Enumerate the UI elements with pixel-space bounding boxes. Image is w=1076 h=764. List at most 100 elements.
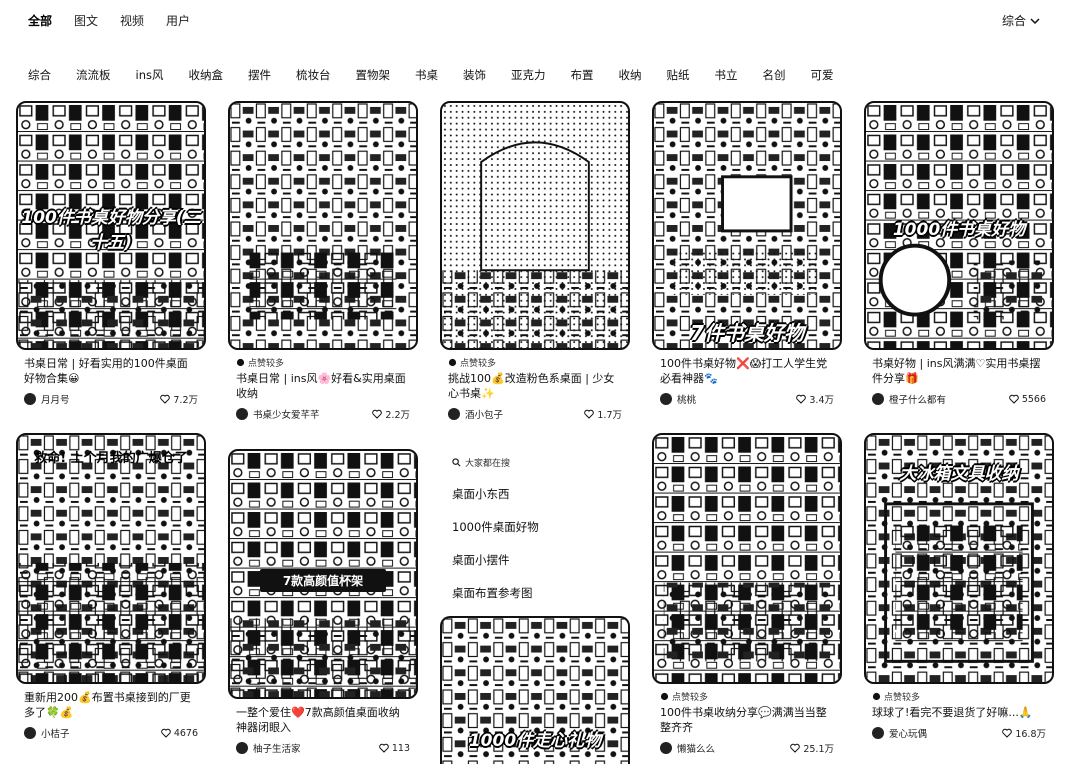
- like-button[interactable]: 2.2万: [372, 407, 410, 421]
- tab-all[interactable]: 全部: [28, 14, 53, 28]
- cover-overlay-title: 7件书桌好物: [690, 321, 804, 345]
- search-icon: [452, 458, 461, 467]
- author[interactable]: 懒猫么么: [660, 741, 715, 755]
- like-button[interactable]: 4676: [161, 728, 198, 739]
- author-name: 书桌少女爱芊芊: [253, 410, 320, 421]
- author-name: 懒猫么么: [677, 744, 716, 755]
- note-card[interactable]: 救命! 上个月我的广爆仓了 重新用200💰布置书桌接到的厂更多了🍀💰 小桔子 4…: [16, 433, 206, 740]
- note-card[interactable]: 7款高颜值杯架 一整个爱住❤️7款高颜值桌面收纳神器闭眼入 柚子生活家 113: [228, 449, 418, 755]
- heart-icon: [379, 743, 389, 753]
- tab-video[interactable]: 视频: [120, 14, 145, 28]
- author[interactable]: 酒小包子: [448, 407, 503, 421]
- avatar: [660, 393, 672, 405]
- avatar: [872, 393, 884, 405]
- note-title: 球球了!看完不要退货了好嘛...🙏: [872, 706, 1033, 719]
- author[interactable]: 桃桃: [660, 392, 696, 406]
- like-button[interactable]: 1.7万: [584, 407, 622, 421]
- like-button[interactable]: 7.2万: [160, 392, 198, 406]
- chip[interactable]: 置物架: [355, 68, 390, 82]
- author[interactable]: 爱心玩偶: [872, 726, 927, 740]
- tab-image-text[interactable]: 图文: [74, 14, 99, 28]
- chip[interactable]: 装饰: [462, 68, 486, 82]
- note-cover-image[interactable]: 7款高颜值杯架: [228, 449, 418, 699]
- trending-query[interactable]: 桌面小东西: [452, 487, 510, 501]
- chip[interactable]: 名创: [762, 68, 786, 82]
- feature-label: 点赞较多: [884, 693, 921, 703]
- author[interactable]: 橙子什么都有: [872, 392, 946, 406]
- note-cover-image[interactable]: 1000件走心礼物: [440, 616, 630, 764]
- note-meta: 爱心玩偶 16.8万: [872, 726, 1046, 740]
- note-card[interactable]: 点赞较多 挑战100💰改造粉色系桌面 | 少女心书桌✨ 酒小包子 1.7万: [440, 101, 630, 421]
- chip[interactable]: 书桌: [414, 68, 438, 82]
- heart-icon: [372, 409, 383, 419]
- author-name: 爱心玩偶: [889, 729, 928, 740]
- chip[interactable]: 流流板: [76, 68, 111, 82]
- note-card[interactable]: 7件书桌好物 100件书桌好物❌😱打工人学生党必看神器🐾 桃桃 3.4万: [652, 101, 842, 406]
- feature-label: 点赞较多: [248, 359, 285, 369]
- note-title: 书桌好物 | ins风满满♡实用书桌摆件分享🎁: [872, 357, 1041, 385]
- note-card[interactable]: 1000件书桌好物 书桌好物 | ins风满满♡实用书桌摆件分享🎁 橙子什么都有…: [864, 101, 1054, 406]
- trending-query[interactable]: 桌面布置参考图: [452, 586, 533, 600]
- fire-icon: [872, 692, 881, 701]
- heart-icon: [1009, 394, 1019, 404]
- like-button[interactable]: 16.8万: [1002, 726, 1046, 740]
- note-title: 书桌日常 | 好看实用的100件桌面好物合集😀: [24, 357, 188, 385]
- like-count: 5566: [1021, 393, 1046, 405]
- chip[interactable]: 布置: [570, 68, 594, 82]
- note-cover-image[interactable]: 大冰箱文具收纳: [864, 433, 1054, 684]
- note-cover-image[interactable]: [228, 101, 418, 350]
- trending-header: 大家都在搜: [452, 456, 632, 469]
- chip[interactable]: 书立: [714, 68, 738, 82]
- like-count: 1.7万: [597, 410, 622, 421]
- feature-label: 点赞较多: [460, 359, 497, 369]
- heart-icon: [161, 728, 171, 738]
- note-card[interactable]: 1000件走心礼物: [440, 616, 630, 764]
- chip[interactable]: 可爱: [810, 68, 834, 82]
- tab-user[interactable]: 用户: [166, 14, 191, 28]
- author[interactable]: 小桔子: [24, 726, 70, 740]
- like-button[interactable]: 5566: [1009, 394, 1046, 405]
- chip[interactable]: 综合: [28, 68, 51, 82]
- author[interactable]: 柚子生活家: [236, 741, 301, 755]
- like-button[interactable]: 25.1万: [790, 741, 834, 755]
- filter-chips: 综合 流流板 ins风 收纳盒 摆件 梳妆台 置物架 书桌 装饰 亚克力 布置 …: [28, 67, 858, 83]
- note-title: 挑战100💰改造粉色系桌面 | 少女心书桌✨: [448, 372, 615, 400]
- avatar: [24, 727, 36, 739]
- like-count: 113: [391, 742, 410, 754]
- chip[interactable]: 收纳盒: [188, 68, 223, 82]
- note-cover-image[interactable]: 1000件书桌好物: [864, 101, 1054, 350]
- author[interactable]: 书桌少女爱芊芊: [236, 407, 320, 421]
- chip[interactable]: 贴纸: [666, 68, 690, 82]
- chip[interactable]: 亚克力: [510, 68, 546, 82]
- note-cover-image[interactable]: [440, 101, 630, 350]
- like-count: 3.4万: [809, 395, 834, 406]
- like-count: 25.1万: [803, 744, 834, 755]
- note-card[interactable]: 点赞较多 书桌日常 | ins风🌸好看&实用桌面收纳 书桌少女爱芊芊 2.2万: [228, 101, 418, 421]
- note-title: 100件书桌收纳分享💬满满当当整整齐齐: [660, 706, 827, 734]
- like-button[interactable]: 3.4万: [796, 392, 834, 406]
- chip[interactable]: 收纳: [618, 68, 642, 82]
- chip[interactable]: 梳妆台: [295, 68, 331, 82]
- note-cover-image[interactable]: 7件书桌好物: [652, 101, 842, 350]
- note-title: 重新用200💰布置书桌接到的厂更多了🍀💰: [24, 691, 191, 719]
- note-cover-image[interactable]: [652, 433, 842, 684]
- note-card[interactable]: 大冰箱文具收纳 点赞较多 球球了!看完不要退货了好嘛...🙏 爱心玩偶 16.8…: [864, 433, 1054, 740]
- note-cover-image[interactable]: 救命! 上个月我的广爆仓了: [16, 433, 206, 684]
- sort-dropdown[interactable]: 综合: [1002, 12, 1040, 29]
- chip[interactable]: 摆件: [247, 68, 271, 82]
- author[interactable]: 月月号: [24, 392, 70, 406]
- fire-icon: [236, 358, 245, 367]
- cover-overlay-title: 救命! 上个月我的广爆仓了: [34, 451, 188, 466]
- note-card[interactable]: 100件书桌好物分享(二十五) 书桌日常 | 好看实用的100件桌面好物合集😀 …: [16, 101, 206, 406]
- heart-icon: [584, 409, 595, 419]
- like-button[interactable]: 113: [379, 743, 410, 754]
- feature-label: 点赞较多: [672, 693, 709, 703]
- note-card[interactable]: 点赞较多 100件书桌收纳分享💬满满当当整整齐齐 懒猫么么 25.1万: [652, 433, 842, 755]
- chip[interactable]: ins风: [135, 68, 164, 82]
- note-meta: 橙子什么都有 5566: [872, 392, 1046, 406]
- trending-query[interactable]: 桌面小摆件: [452, 553, 510, 567]
- like-count: 16.8万: [1015, 729, 1046, 740]
- note-cover-image[interactable]: 100件书桌好物分享(二十五): [16, 101, 206, 350]
- note-meta: 酒小包子 1.7万: [448, 407, 622, 421]
- trending-query[interactable]: 1000件桌面好物: [452, 520, 539, 534]
